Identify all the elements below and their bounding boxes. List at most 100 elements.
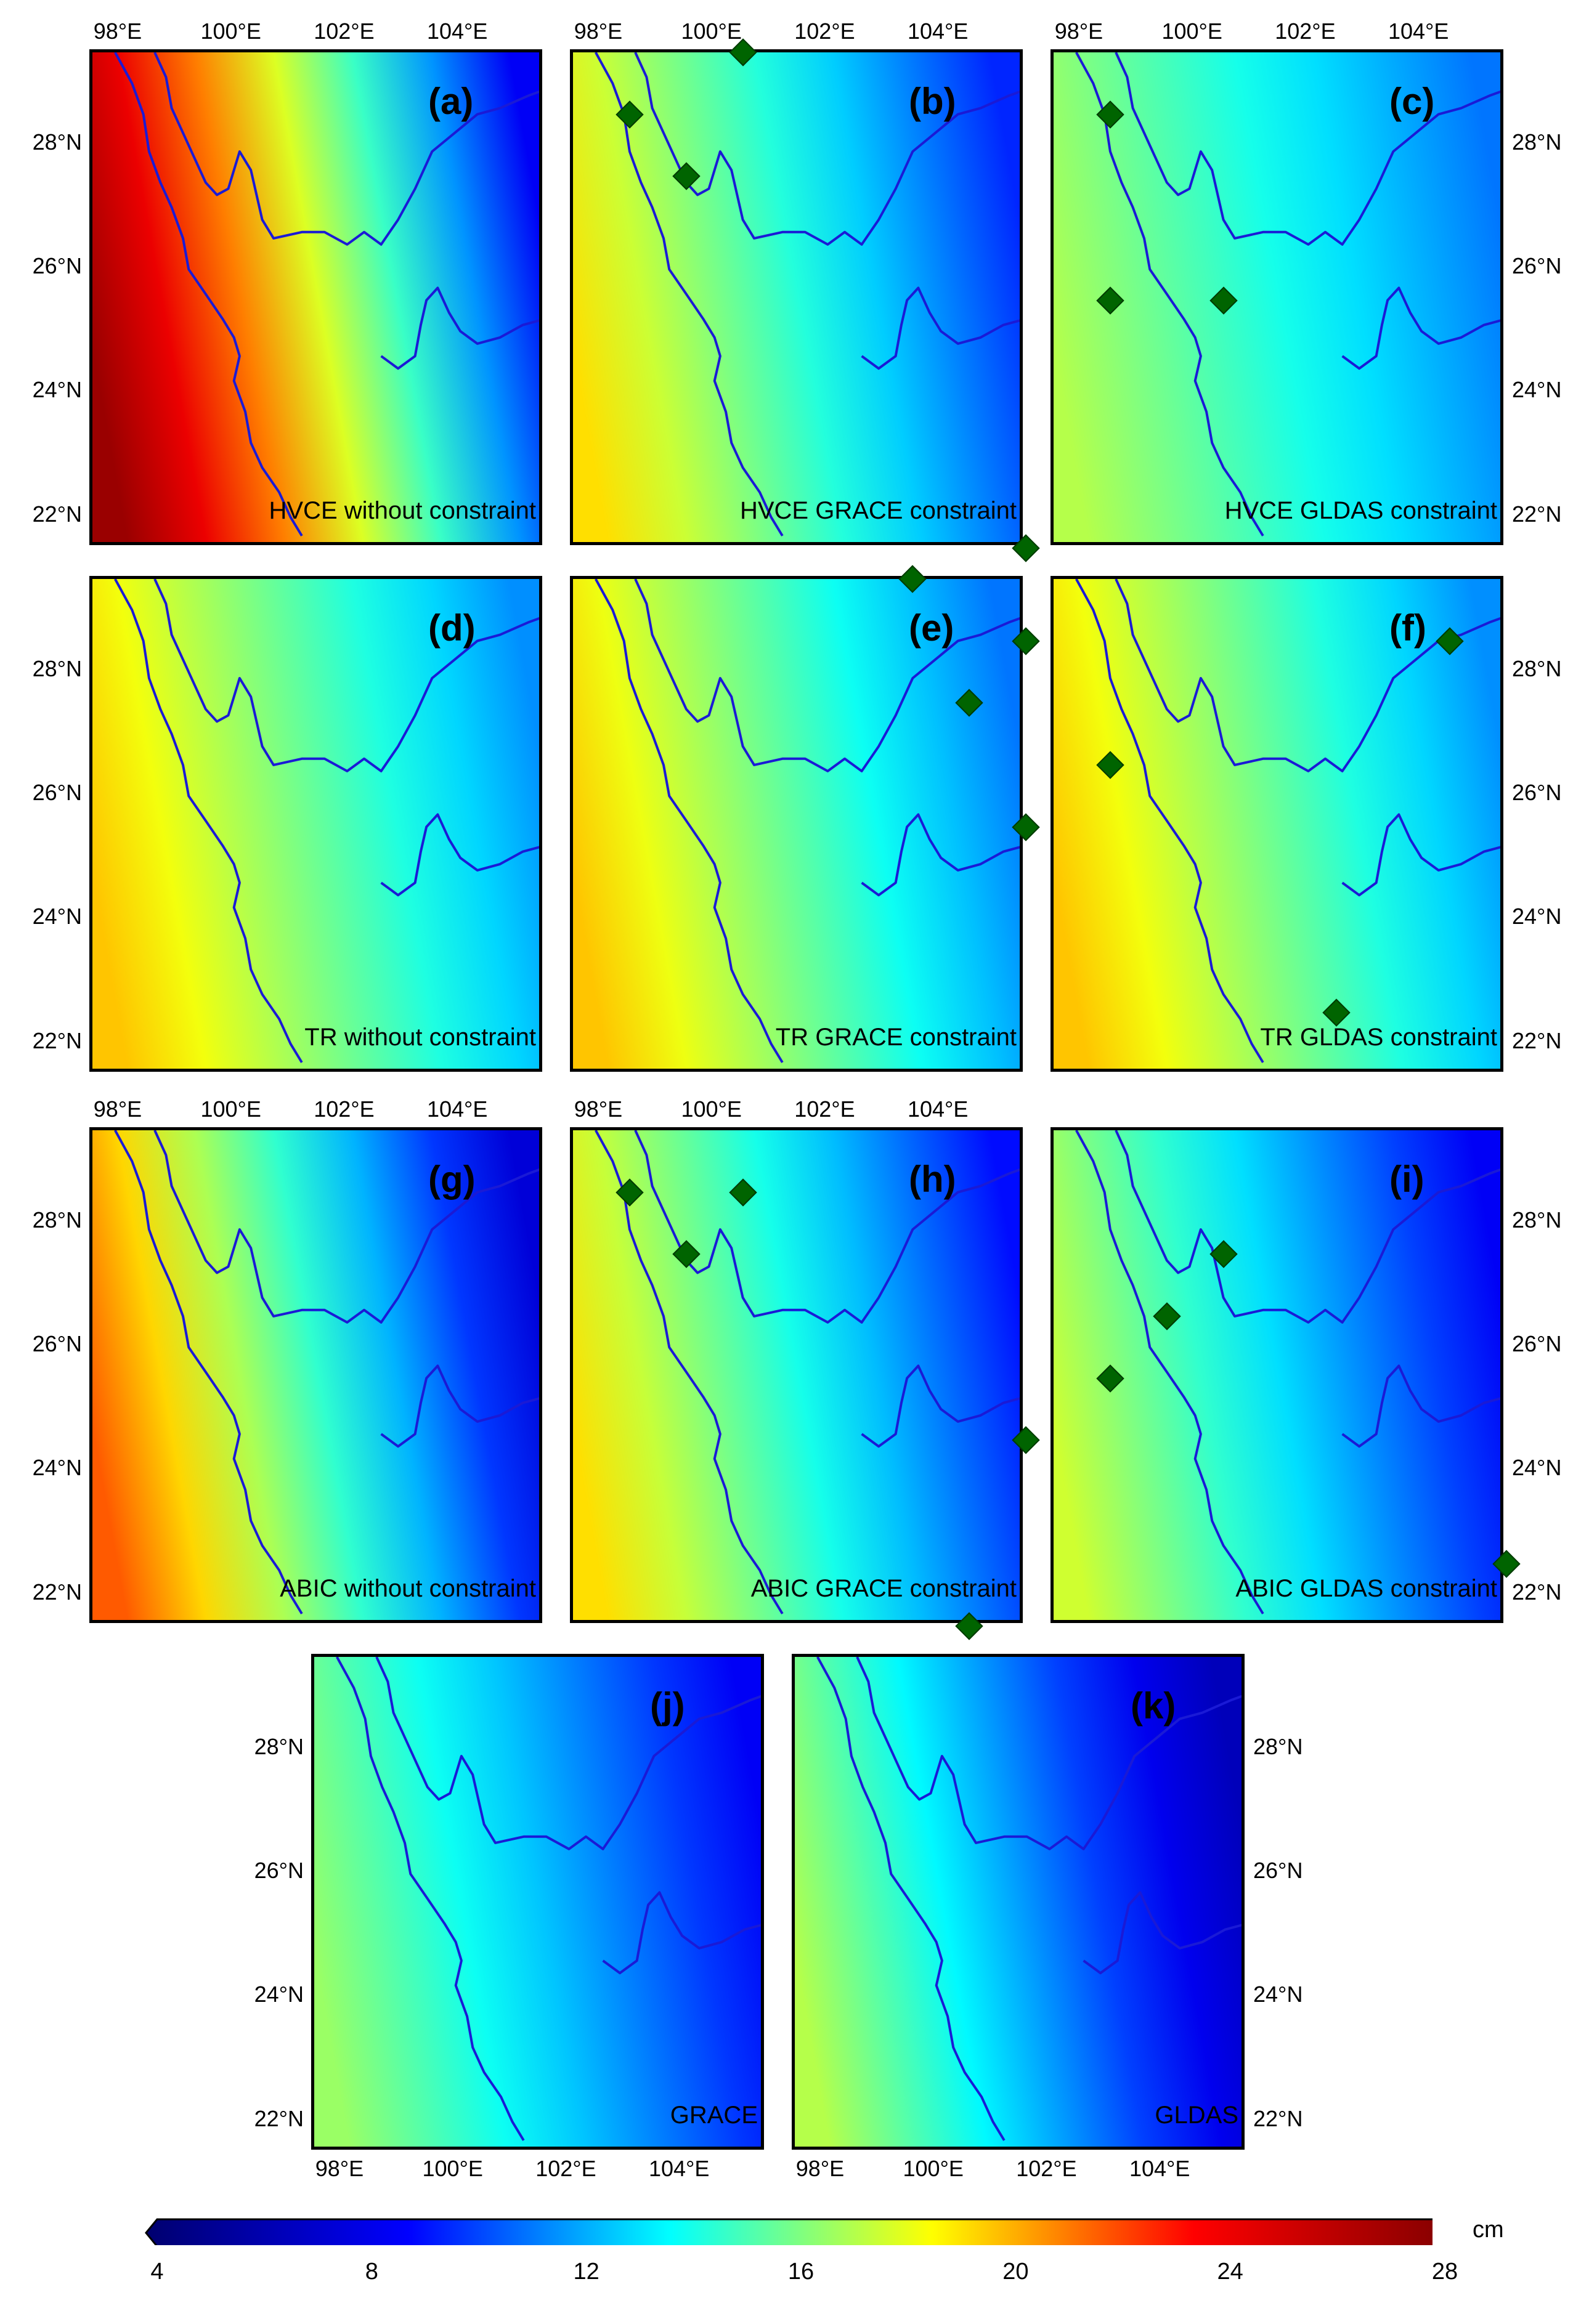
lat-tick-label: 24°N [254,1982,304,2007]
map-panel: (j) GRACE [311,1654,764,2150]
value-field [1054,52,1500,542]
lat-tick-label: 28°N [32,129,82,155]
colorbar-tick-label: 4 [150,2259,164,2285]
river-line [634,1130,1020,1324]
panel-label: (a) [428,81,474,122]
map-panel: (c) HVCE GLDAS constraint [1051,49,1503,545]
value-field [573,579,1020,1069]
field-map [92,1130,539,1620]
field-map [314,1657,761,2147]
lat-tick-label: 26°N [1512,780,1562,806]
field-map [1054,579,1500,1069]
lon-tick-label: 100°E [422,2156,483,2181]
panel-caption: ABIC GLDAS constraint [1235,1575,1497,1602]
river-line [380,1364,539,1448]
river-line [380,813,539,897]
panel-label: (j) [650,1685,685,1727]
panel-label: (c) [1389,81,1435,122]
river-line [634,579,1020,772]
lon-tick-label: 98°E [93,1096,142,1122]
field-map [92,579,539,1069]
colorbar [145,2218,1433,2245]
lon-tick-label: 104°E [426,18,488,44]
colorbar-scale [145,2218,1433,2245]
field-map [795,1657,1242,2147]
lat-tick-label: 28°N [1512,129,1562,155]
river-line [861,286,1020,370]
river-line [1115,52,1500,246]
lat-tick-label: 28°N [32,1207,82,1233]
lon-tick-label: 104°E [907,18,969,44]
lat-tick-label: 28°N [32,655,82,681]
value-field [573,1130,1020,1620]
river-line [634,52,1020,246]
lon-tick-label: 102°E [1016,2156,1077,2181]
field-map [1054,52,1500,542]
lon-tick-label: 100°E [200,1096,261,1122]
lon-tick-label: 98°E [93,18,142,44]
lat-tick-label: 28°N [1512,655,1562,681]
river-line [114,52,303,536]
lon-tick-label: 104°E [426,1096,488,1122]
lon-tick-label: 104°E [1388,18,1449,44]
value-field [92,579,539,1069]
lat-tick-label: 22°N [32,501,82,527]
map-panel: (i) ABIC GLDAS constraint [1051,1127,1521,1623]
panel-caption: HVCE GLDAS constraint [1224,497,1497,524]
lon-tick-label: 104°E [648,2156,710,2181]
river-line [856,1657,1242,1850]
river-line [602,1891,761,1975]
lat-tick-label: 22°N [254,2105,304,2131]
lat-tick-label: 28°N [254,1733,304,1759]
panel-caption: TR GLDAS constraint [1260,1024,1497,1051]
lat-tick-label: 22°N [1512,1579,1562,1605]
lon-tick-label: 100°E [681,18,742,44]
lon-tick-label: 102°E [535,2156,596,2181]
map-panel: (e) TR GRACE constraint [570,565,1040,1072]
lat-tick-label: 24°N [1512,1455,1562,1481]
lon-tick-label: 98°E [315,2156,364,2181]
colorbar-unit: cm [1473,2217,1504,2243]
panel-caption: HVCE GRACE constraint [739,497,1017,524]
lon-tick-label: 102°E [794,1096,855,1122]
panel-label: (e) [909,607,954,649]
field-map [573,579,1020,1069]
lat-tick-label: 22°N [32,1579,82,1605]
colorbar-tick-label: 24 [1217,2259,1243,2285]
lon-tick-label: 100°E [1161,18,1222,44]
lon-tick-label: 102°E [314,18,375,44]
field-map [1054,1130,1500,1620]
river-line [1075,579,1264,1063]
panel-caption: GRACE [670,2102,758,2129]
lon-tick-label: 100°E [681,1096,742,1122]
lat-tick-label: 26°N [1253,1858,1303,1884]
lat-tick-label: 26°N [32,1331,82,1357]
lat-tick-label: 26°N [1512,253,1562,279]
river-line [1341,286,1500,370]
lon-tick-label: 102°E [1275,18,1336,44]
lat-tick-label: 24°N [32,377,82,403]
river-line [380,286,539,370]
river-line [861,1364,1020,1448]
river-line [1341,1364,1500,1448]
lat-tick-label: 24°N [1512,904,1562,929]
river-line [1075,1130,1264,1614]
river-line [114,1130,303,1614]
field-map [573,52,1020,542]
river-line [153,579,539,772]
panel-caption: TR GRACE constraint [775,1024,1017,1051]
panel-label: (k) [1131,1685,1176,1727]
value-field [314,1657,761,2147]
river-line [595,1130,784,1614]
lat-tick-label: 24°N [1253,1982,1303,2007]
colorbar-tick-label: 8 [365,2259,378,2285]
river-line [861,813,1020,897]
map-panel: (k) GLDAS [792,1654,1245,2150]
river-line [114,579,303,1063]
map-panel: (h) ABIC GRACE constraint [570,1127,1040,1640]
value-field [92,52,539,542]
map-panel: (a) HVCE without constraint [89,49,542,545]
map-panel: (f) TR GLDAS constraint [1051,576,1503,1072]
panel-caption: ABIC without constraint [280,1575,536,1602]
